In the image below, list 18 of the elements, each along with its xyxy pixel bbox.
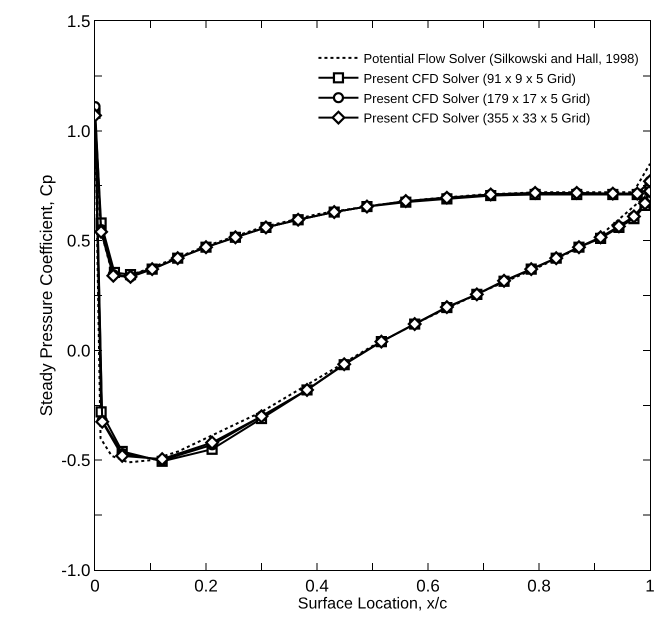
x-tick-label: 0 [90,576,100,596]
x-tick-label: 0.2 [194,576,218,596]
y-tick-label: 1.5 [66,12,90,31]
y-tick-label: 1.0 [66,122,90,141]
legend-label: Potential Flow Solver (Silkowski and Hall, 1998) [363,50,639,66]
x-tick-label: 0.6 [416,576,440,596]
x-tick-label: 0.8 [527,576,551,596]
x-axis-title: Surface Location, x/c [298,596,448,612]
y-axis-title: Steady Pressure Coefficient, Cp [36,174,56,416]
legend-label: Present CFD Solver (91 x 9 x 5 Grid) [363,70,576,86]
legend-label: Present CFD Solver (179 x 17 x 5 Grid) [363,90,590,106]
y-tick-label: -1.0 [61,560,90,580]
y-tick-label: -0.5 [61,451,90,470]
legend-label: Present CFD Solver (355 x 33 x 5 Grid) [363,110,590,126]
x-tick-label: 1 [645,576,655,596]
y-tick-label: 0.0 [66,341,90,360]
y-tick-label: 0.5 [66,232,90,251]
x-tick-label: 0.4 [305,576,329,596]
